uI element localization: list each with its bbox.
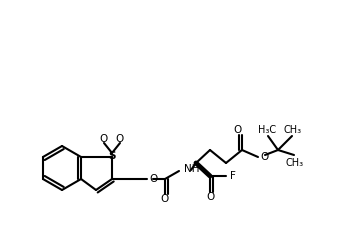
Text: CH₃: CH₃ [286, 158, 304, 168]
Text: O: O [100, 134, 108, 144]
Text: O: O [260, 152, 268, 162]
Text: CH₃: CH₃ [284, 125, 302, 135]
Text: NH: NH [184, 164, 199, 174]
Text: O: O [234, 125, 242, 135]
Text: H₃C: H₃C [258, 125, 276, 135]
Text: O: O [161, 194, 169, 204]
Text: O: O [149, 174, 157, 184]
Text: O: O [116, 134, 124, 144]
Text: S: S [108, 151, 116, 161]
Text: O: O [207, 192, 215, 202]
Text: F: F [230, 171, 236, 181]
